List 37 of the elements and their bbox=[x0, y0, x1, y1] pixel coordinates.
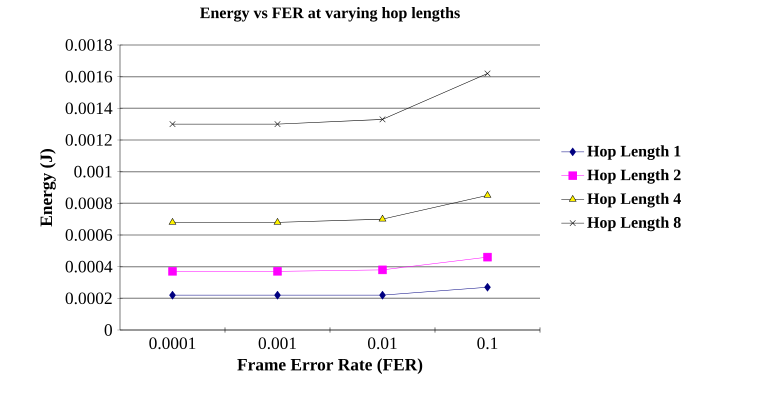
point bbox=[169, 290, 176, 300]
chart-title: Energy vs FER at varying hop lengths bbox=[200, 6, 460, 22]
x-tick-label: 0.0001 bbox=[149, 337, 196, 350]
point bbox=[168, 267, 177, 276]
x-tick-label: 0.001 bbox=[258, 337, 296, 350]
point bbox=[379, 116, 386, 123]
point bbox=[484, 191, 492, 198]
point bbox=[274, 121, 281, 128]
legend-label: Hop Length 8 bbox=[587, 216, 681, 232]
point bbox=[169, 121, 176, 128]
point bbox=[168, 218, 176, 225]
point bbox=[378, 266, 387, 274]
point bbox=[274, 218, 282, 225]
legend-label: Hop Length 1 bbox=[587, 145, 680, 160]
y-tick-label: 0.0018 bbox=[66, 39, 112, 51]
y-tick-label: 0.0004 bbox=[66, 260, 112, 273]
y-tick-label: 0.0002 bbox=[66, 292, 112, 304]
y-axis-title: Energy (J) bbox=[40, 149, 56, 226]
point bbox=[379, 290, 386, 300]
point bbox=[274, 290, 281, 300]
legend-label: Hop Length 4 bbox=[587, 192, 681, 208]
point bbox=[378, 214, 386, 222]
x-axis-title: Frame Error Rate (FER) bbox=[237, 358, 422, 374]
y-tick-label: 0 bbox=[104, 324, 112, 336]
point bbox=[273, 267, 282, 276]
point bbox=[484, 282, 491, 292]
point bbox=[483, 252, 492, 262]
y-tick-label: 0.0008 bbox=[66, 197, 112, 210]
x-tick-label: 0.01 bbox=[368, 337, 397, 350]
y-tick-label: 0.0012 bbox=[66, 134, 112, 146]
x-tick-label: 0.1 bbox=[477, 337, 498, 350]
y-tick-label: 0.0014 bbox=[66, 102, 112, 114]
y-tick-label: 0.0006 bbox=[66, 229, 112, 241]
point bbox=[484, 70, 491, 77]
legend-label: Hop Length 2 bbox=[587, 169, 681, 184]
y-tick-label: 0.001 bbox=[74, 166, 112, 178]
y-tick-label: 0.0016 bbox=[66, 70, 112, 83]
